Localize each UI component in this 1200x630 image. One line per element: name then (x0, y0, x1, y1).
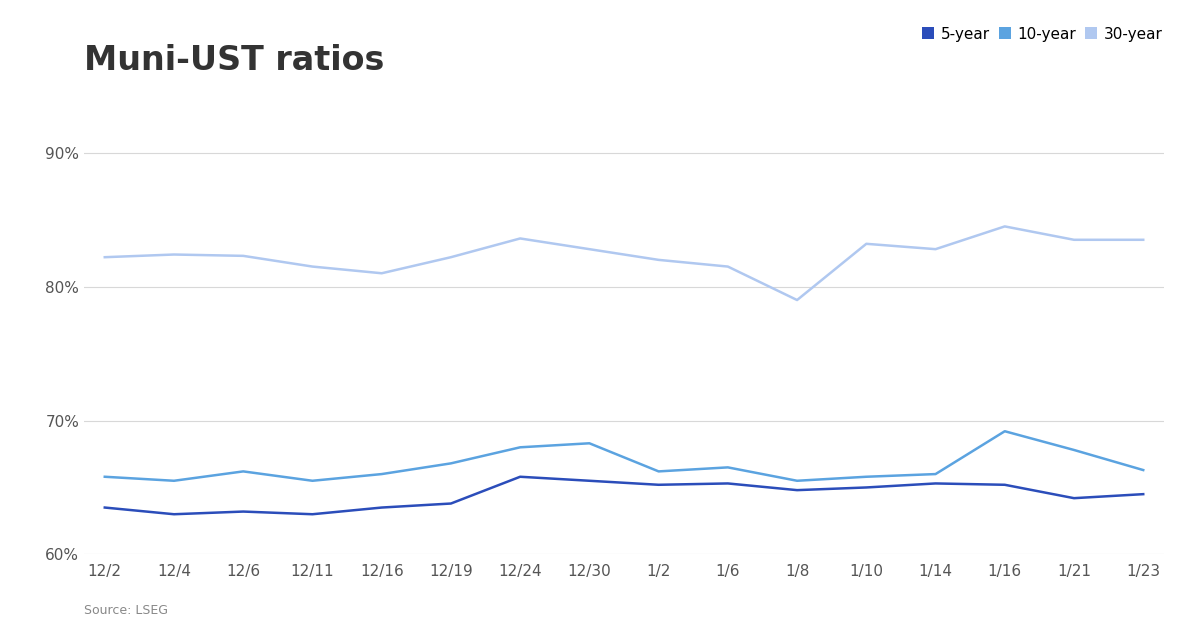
Text: Source: LSEG: Source: LSEG (84, 604, 168, 617)
Text: Muni-UST ratios: Muni-UST ratios (84, 44, 384, 77)
Legend: 5-year, 10-year, 30-year: 5-year, 10-year, 30-year (923, 26, 1163, 42)
